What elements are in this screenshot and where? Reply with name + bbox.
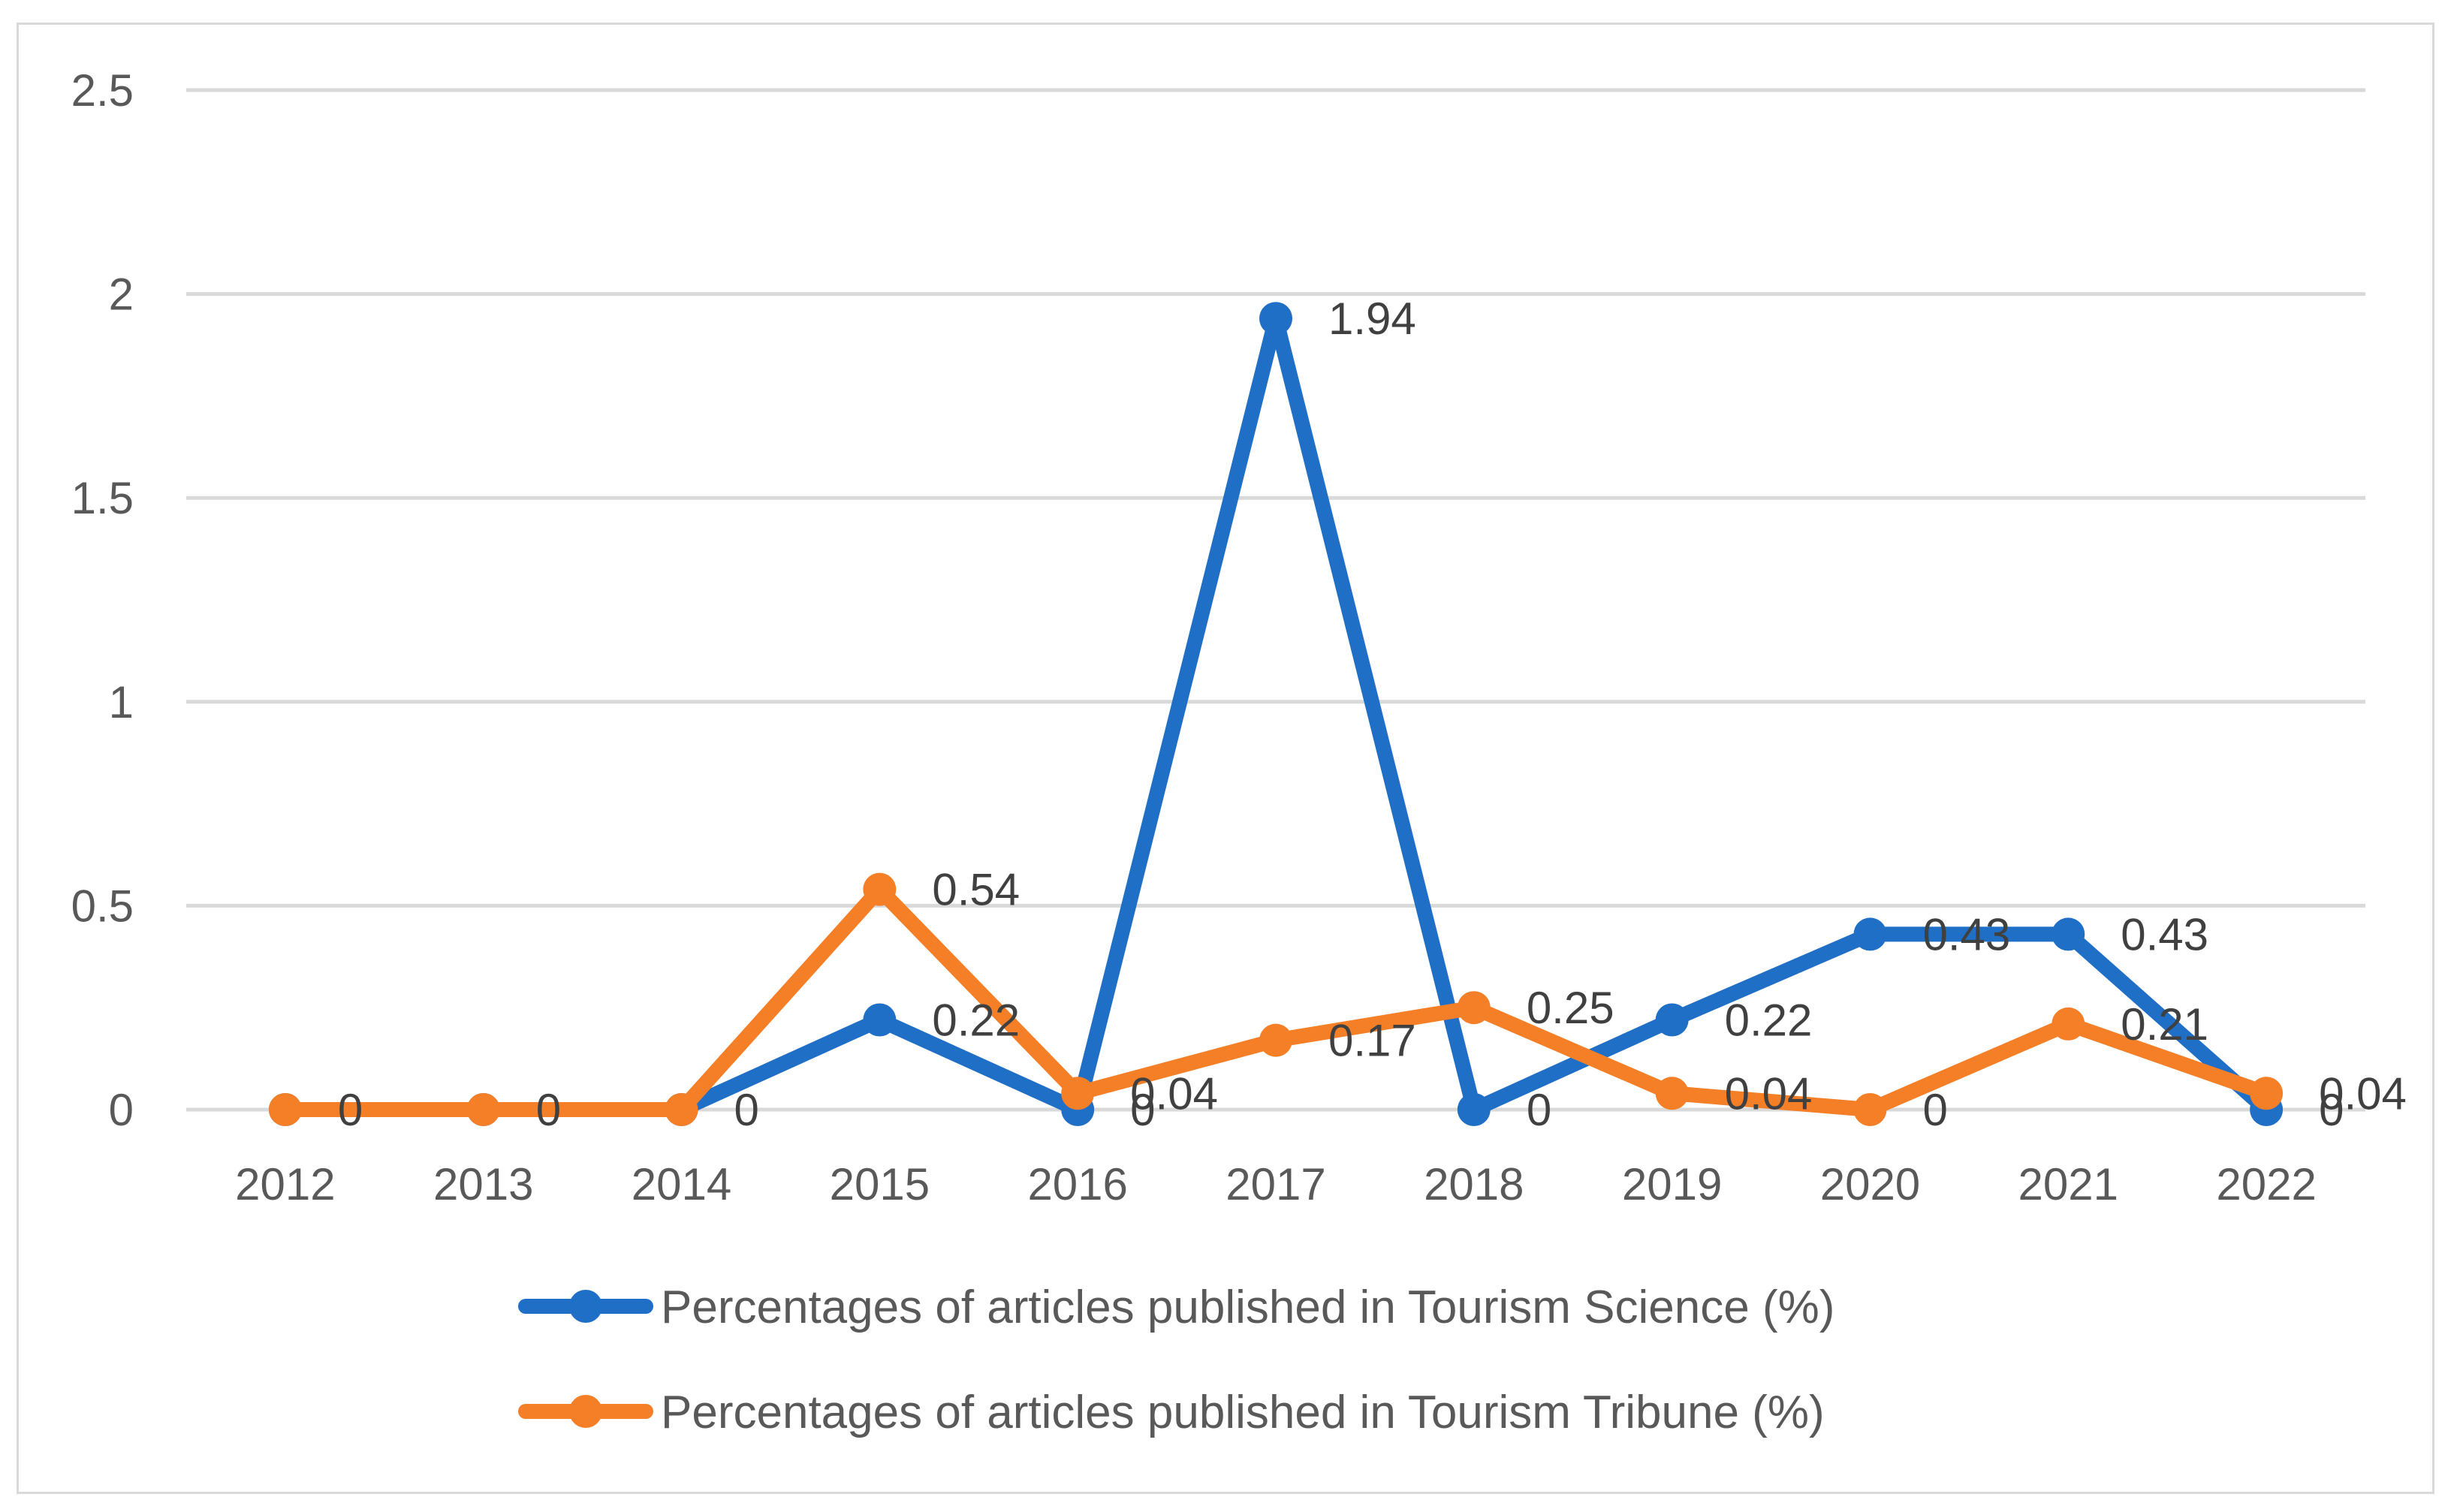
- y-tick-label: 0: [109, 1085, 134, 1135]
- series-2-data-label: 0.21: [2121, 999, 2208, 1050]
- series-2-point[interactable]: [665, 1093, 698, 1126]
- x-tick-label: 2012: [235, 1159, 335, 1209]
- series-1-data-label: 0: [1527, 1085, 1551, 1135]
- x-tick-label: 2016: [1027, 1159, 1127, 1209]
- x-tick-label: 2019: [1622, 1159, 1722, 1209]
- x-tick-label: 2020: [1820, 1159, 1920, 1209]
- data-labels: 0 0 0 0.22 0 1.94 0 0.22 0.43 0.43 0 0.54 0.04 0.17 0.…: [338, 294, 2407, 1135]
- series-2-point[interactable]: [466, 1093, 500, 1126]
- series-2-point[interactable]: [863, 872, 897, 906]
- y-axis-tick-labels: 0 0.5 1 1.5 2 2.5: [71, 65, 134, 1135]
- x-tick-label: 2014: [632, 1159, 731, 1209]
- y-tick-label: 0.5: [71, 881, 134, 931]
- series-1-point[interactable]: [2052, 917, 2085, 951]
- series-1-data-label: 1.94: [1328, 294, 1416, 344]
- series-1-data-label: 0: [734, 1085, 759, 1135]
- legend-swatch-marker-1: [569, 1290, 602, 1323]
- gridlines: [186, 88, 2365, 1112]
- series-2-data-label: 0.04: [2319, 1068, 2407, 1119]
- y-tick-label: 2: [109, 270, 134, 320]
- series-2-data-label: 0: [1922, 1085, 1947, 1135]
- y-tick-label: 1.5: [71, 473, 134, 523]
- series-2-point[interactable]: [2052, 1007, 2085, 1041]
- series-2-point[interactable]: [1655, 1077, 1689, 1110]
- series-1-point[interactable]: [1259, 302, 1292, 336]
- x-axis-tick-labels: 2012 2013 2014 2015 2016 2017 2018 2019 2020 2021…: [235, 1159, 2317, 1209]
- legend-swatch-marker-2: [569, 1395, 602, 1428]
- x-tick-label: 2015: [830, 1159, 930, 1209]
- x-tick-label: 2022: [2216, 1159, 2316, 1209]
- series-2-point[interactable]: [268, 1093, 302, 1126]
- series-1-point[interactable]: [1655, 1003, 1689, 1037]
- legend-label-1[interactable]: Percentages of articles published in Tou…: [661, 1282, 1834, 1333]
- x-tick-label: 2017: [1226, 1159, 1325, 1209]
- series-line-1[interactable]: [277, 311, 2275, 1117]
- x-tick-label: 2021: [2018, 1159, 2118, 1209]
- series-2-data-label: 0.04: [1725, 1068, 1813, 1119]
- y-tick-label: 2.5: [71, 65, 134, 116]
- series-2-point[interactable]: [1457, 991, 1491, 1025]
- series-1-data-label: 0: [338, 1085, 363, 1135]
- x-tick-label: 2013: [433, 1159, 533, 1209]
- x-tick-label: 2018: [1424, 1159, 1524, 1209]
- series-2-point[interactable]: [2250, 1077, 2284, 1110]
- series-2-data-label: 0.04: [1130, 1068, 1218, 1119]
- series-1-data-label: 0.43: [1922, 909, 2010, 959]
- series-1-data-label: 0: [1130, 1085, 1155, 1135]
- series-1-data-label: 0.43: [2121, 909, 2208, 959]
- legend[interactable]: Percentages of articles published in Tou…: [518, 1282, 1834, 1438]
- series-2-point[interactable]: [1259, 1023, 1292, 1057]
- series-2-data-label: 0.54: [932, 865, 1020, 915]
- series-2-point[interactable]: [1853, 1093, 1887, 1126]
- series-1-data-label: 0: [2319, 1085, 2344, 1135]
- series-1-point[interactable]: [863, 1003, 897, 1037]
- series-2-data-label: 0.25: [1527, 983, 1614, 1033]
- y-tick-label: 1: [109, 677, 134, 727]
- series-lines: [268, 302, 2284, 1126]
- series-1-point[interactable]: [1457, 1093, 1491, 1126]
- series-1-point[interactable]: [1853, 917, 1887, 951]
- series-1-data-label: 0.22: [1725, 995, 1813, 1045]
- legend-label-2[interactable]: Percentages of articles published in Tou…: [661, 1387, 1825, 1438]
- chart-frame: [17, 23, 2434, 1494]
- series-2-point[interactable]: [1061, 1077, 1095, 1110]
- series-2-data-label: 0.17: [1328, 1016, 1416, 1066]
- series-1-data-label: 0.22: [932, 995, 1020, 1045]
- series-1-data-label: 0: [536, 1085, 561, 1135]
